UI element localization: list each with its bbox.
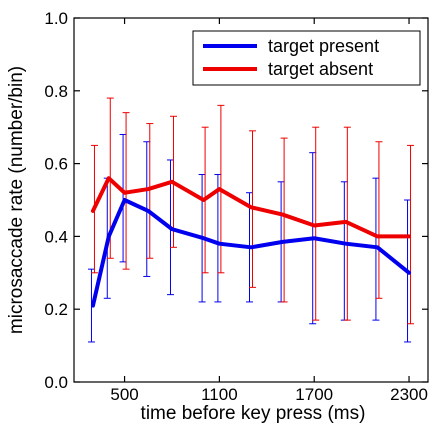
legend-label: target absent [268, 59, 373, 79]
y-tick-label: 0.6 [44, 155, 68, 174]
x-tick-label: 1700 [295, 385, 333, 404]
error-bars-target-present [87, 133, 412, 343]
legend-box [192, 30, 421, 86]
x-tick-label: 1100 [201, 385, 238, 404]
y-tick-label: 0.2 [44, 300, 68, 319]
error-bars-target-absent [90, 97, 415, 325]
y-tick-label: 1.0 [44, 9, 68, 28]
y-axis-title: microsaccade rate (number/bin) [6, 66, 27, 334]
plot-area [73, 17, 429, 383]
legend: target present target absent [192, 30, 421, 86]
plot-frame [73, 17, 429, 383]
x-tick-label: 2300 [390, 385, 428, 404]
y-tick-label: 0.0 [44, 373, 68, 392]
y-tick-label: 0.8 [44, 82, 68, 101]
x-axis-title: time before key press (ms) [141, 403, 366, 424]
legend-label: target present [268, 36, 379, 56]
axis-ticks: 0.0 0.2 0.4 0.6 0.8 1.0 500 1100 1700 2300 [44, 9, 428, 404]
series-line-target-absent [90, 176, 412, 239]
y-tick-label: 0.4 [44, 227, 68, 246]
series-line-target-present [90, 198, 412, 308]
series-layer [87, 97, 415, 343]
x-tick-label: 500 [110, 385, 138, 404]
